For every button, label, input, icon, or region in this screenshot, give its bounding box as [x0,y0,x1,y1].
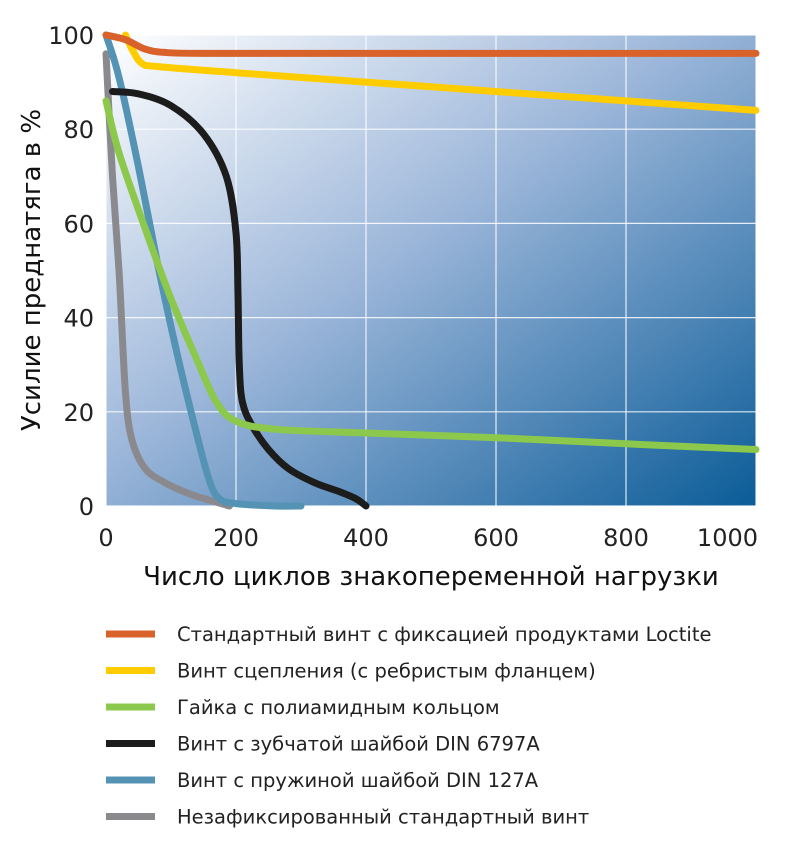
y-tick-label-2: 40 [63,305,94,333]
x-axis-title: Число циклов знакопеременной нагрузки [143,562,719,592]
y-tick-label-3: 60 [63,210,94,238]
y-tick-label-0: 0 [79,493,94,521]
series-line-4 [102,31,305,510]
legend-label-3: Винт с зубчатой шайбой DIN 6797A [177,733,540,756]
series-line-0 [102,31,760,57]
x-tick-label-2: 400 [343,524,389,552]
series-line-5 [102,50,233,510]
legend-label-1: Винт сцепления (с ребристым фланцем) [177,660,596,683]
tick-labels: 0 200 400 600 800 1000 0 20 40 60 80 100 [48,22,758,552]
legend-label-0: Стандартный винт с фиксацией продуктами … [177,623,712,646]
y-tick-label-1: 20 [63,399,94,427]
legend-label-4: Винт с пружиной шайбой DIN 127A [177,769,539,792]
series-line-1 [122,31,760,114]
series-layer [102,31,760,510]
x-tick-label-3: 600 [473,524,519,552]
legend-label-2: Гайка с полиамидным кольцом [177,696,500,719]
x-tick-label-1: 200 [213,524,259,552]
legend: Стандартный винт с фиксацией продуктами … [106,623,712,829]
series-line-3 [109,88,370,510]
y-tick-label-4: 80 [63,116,94,144]
x-tick-label-5: 1000 [697,524,758,552]
x-tick-label-4: 800 [603,524,649,552]
series-line-2 [102,97,760,453]
legend-label-5: Незафиксированный стандартный винт [177,806,589,829]
y-tick-label-5: 100 [48,22,94,50]
y-axis-title: Усилие преднатяга в % [17,109,47,431]
x-tick-label-0: 0 [98,524,113,552]
plot-area [106,35,756,506]
